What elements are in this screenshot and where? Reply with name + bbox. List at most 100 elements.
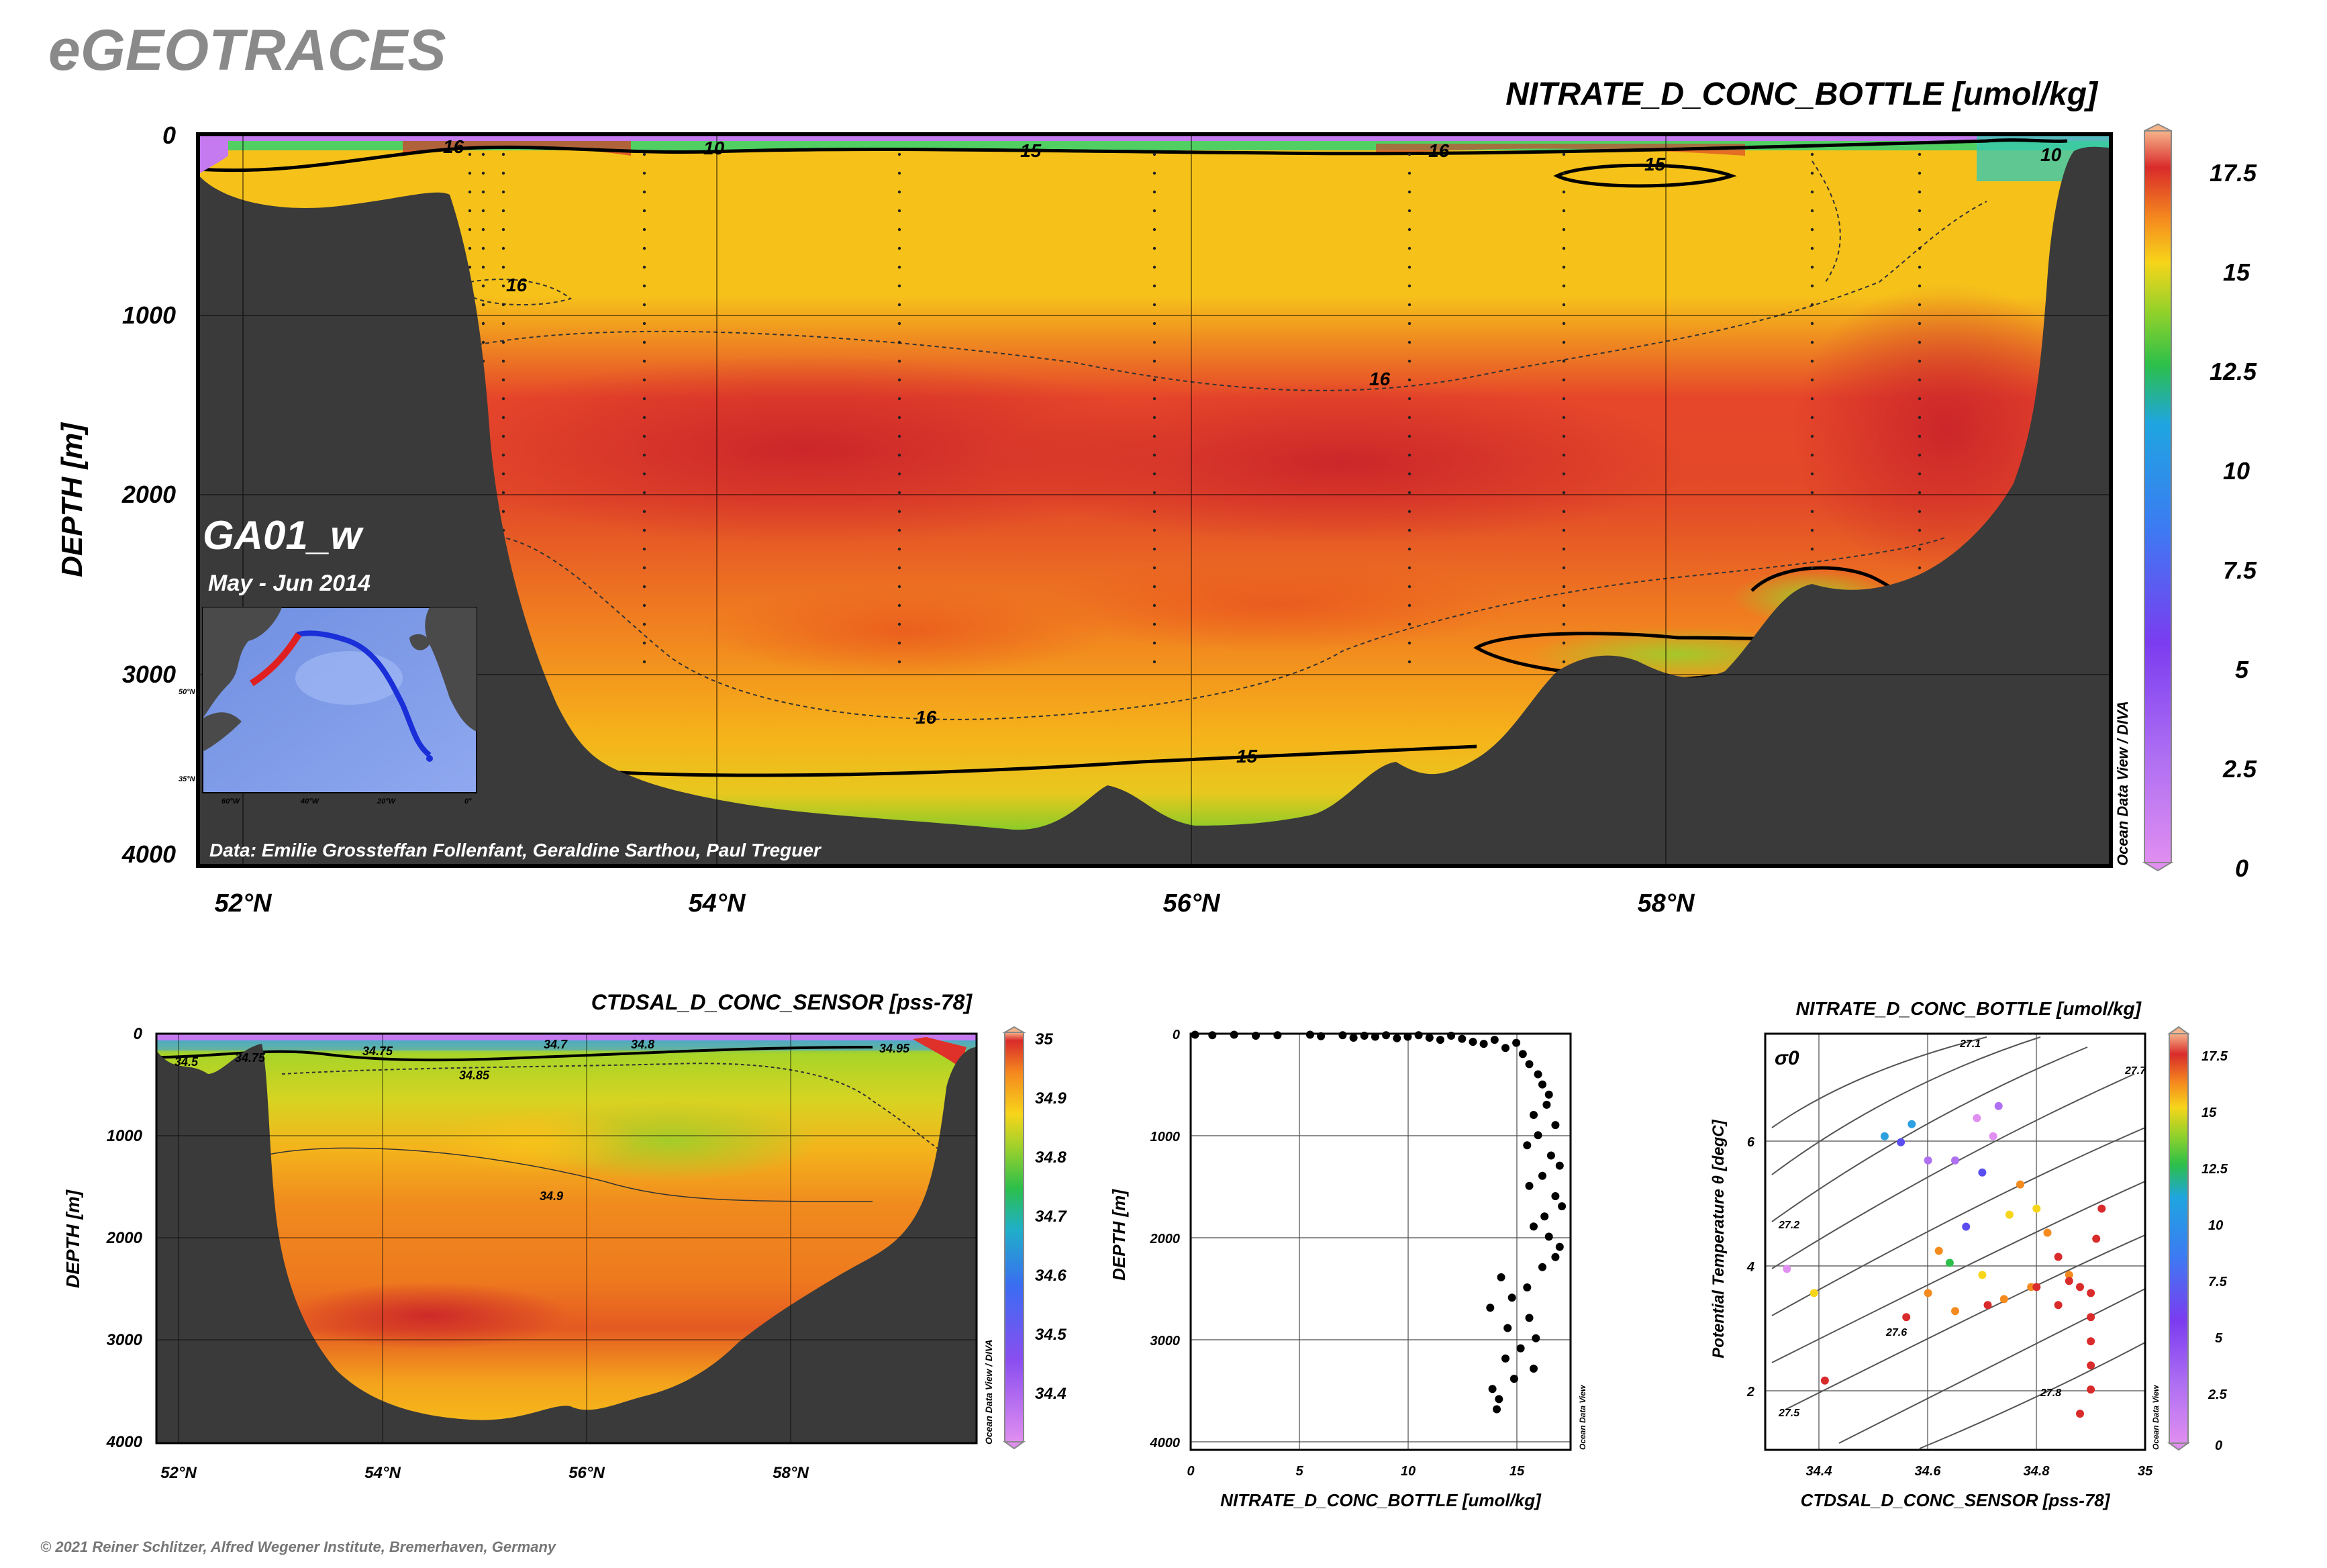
ts-point [2087, 1361, 2095, 1370]
colorbar-tick: 34.7 [1035, 1208, 1067, 1226]
odv-watermark: Ocean Data View / DIVA [2114, 701, 2131, 866]
isopycnal-label: 27.5 [1778, 1408, 1800, 1419]
station-dot [1407, 265, 1412, 269]
station-dot [1562, 265, 1566, 269]
y-tick: 3000 [1150, 1334, 1181, 1349]
contour-label: 16 [443, 136, 464, 157]
y-tick: 2000 [121, 481, 176, 508]
ts-point [1902, 1313, 1911, 1322]
ts-point [1999, 1295, 2008, 1304]
y-tick: 1000 [122, 301, 176, 329]
contour-label: 34.75 [235, 1051, 266, 1065]
colorbar-tick: 10 [2208, 1218, 2223, 1233]
y-tick: 3000 [107, 1331, 143, 1349]
station-dot [1562, 415, 1566, 420]
station-dot [1407, 209, 1412, 213]
station-dot [1152, 152, 1156, 156]
nitrate-ylabel: DEPTH [m] [56, 422, 89, 577]
colorbar-tick: 0 [2215, 1438, 2222, 1453]
x-tick: 52°N [215, 889, 273, 918]
station-dot [897, 152, 901, 156]
station-dot [1407, 415, 1412, 420]
station-dot [1810, 190, 1814, 194]
profile-point [1497, 1273, 1505, 1281]
station-dot [642, 585, 646, 589]
x-tick: 0 [1187, 1464, 1194, 1479]
ts-point [2065, 1277, 2073, 1285]
contour-label: 15 [1236, 746, 1258, 767]
colorbar-tick: 34.6 [1035, 1267, 1067, 1285]
station-dot [501, 171, 505, 175]
profile-point [1540, 1212, 1549, 1221]
station-dot [1407, 660, 1412, 664]
profile-point [1530, 1365, 1538, 1373]
station-dot [1407, 359, 1412, 363]
station-dot [642, 359, 646, 363]
ts-point [1783, 1265, 1791, 1273]
station-dot [481, 284, 485, 288]
profile-point [1436, 1036, 1444, 1044]
station-dot [1407, 228, 1412, 232]
station-dot [1562, 491, 1566, 495]
station-dot [1810, 566, 1814, 570]
salinity-section-panel: CTDSAL_D_CONC_SENSOR [pss-78] 3 [62, 990, 1067, 1482]
map-lat-label: 35°N [179, 775, 196, 783]
station-dot [897, 209, 901, 213]
station-dot [1562, 641, 1566, 645]
station-dot [1152, 622, 1156, 626]
station-dot [897, 190, 901, 194]
station-dot [1810, 491, 1814, 495]
station-dot [1407, 547, 1412, 551]
station-dot [642, 415, 646, 420]
profile-point [1305, 1030, 1314, 1039]
profile-point [1509, 1375, 1518, 1383]
station-dot [1562, 453, 1566, 457]
copyright-text: © 2021 Reiner Schlitzer, Alfred Wegener … [40, 1538, 557, 1555]
station-dot [501, 303, 505, 307]
profile-point [1360, 1032, 1369, 1040]
ts-point [1880, 1132, 1889, 1140]
station-dot [1562, 171, 1566, 175]
nitrate-section-title: NITRATE_D_CONC_BOTTLE [umol/kg] [1505, 77, 2099, 112]
station-dot [1407, 585, 1412, 589]
station-dot [897, 378, 901, 382]
station-dot [897, 509, 901, 513]
colorbar-tick: 2.5 [2208, 1387, 2228, 1402]
station-dot [1562, 228, 1566, 232]
y-tick: 0 [162, 121, 176, 149]
y-tick: 6 [1747, 1135, 1755, 1150]
profile-point [1208, 1031, 1217, 1040]
station-dot [1152, 190, 1156, 194]
station-dot [1152, 434, 1156, 438]
ts-ylabel: Potential Temperature θ [degC] [1710, 1119, 1728, 1358]
station-dot [1918, 528, 1922, 532]
x-tick: 56°N [1163, 889, 1221, 918]
y-tick: 4 [1746, 1260, 1754, 1275]
station-dot [1152, 303, 1156, 307]
profile-point [1558, 1202, 1567, 1211]
ts-diagram-panel: NITRATE_D_CONC_BOTTLE [umol/kg] 27.1 27.… [1710, 998, 2228, 1510]
station-dot [501, 340, 505, 344]
isopycnal-label: 27.8 [2040, 1387, 2061, 1399]
ts-point [2097, 1204, 2106, 1213]
station-dot [1810, 303, 1814, 307]
station-dot [1152, 472, 1156, 476]
station-dot [1407, 284, 1412, 288]
profile-point [1273, 1031, 1282, 1040]
ts-colorbar: 17.5 15 12.5 10 7.5 5 2.5 0 [2167, 1026, 2228, 1453]
colorbar-tick: 17.5 [2210, 159, 2257, 187]
station-dot [1562, 585, 1566, 589]
section-period: May - Jun 2014 [208, 571, 370, 596]
station-dot [1407, 509, 1412, 513]
station-dot [1918, 453, 1922, 457]
profile-point [1501, 1044, 1509, 1052]
station-dot [501, 378, 505, 382]
isopycnal-label: 27.6 [1885, 1327, 1907, 1338]
station-dot [642, 547, 646, 551]
profile-point [1349, 1034, 1358, 1042]
station-dot [1562, 190, 1566, 194]
station-dot [1152, 378, 1156, 382]
station-dot [1562, 509, 1566, 513]
x-tick: 52°N [160, 1464, 197, 1482]
nitrate-profile-panel: DEPTH [m] NITRATE_D_CONC_BOTTLE [umol/kg… [1109, 1028, 1587, 1510]
